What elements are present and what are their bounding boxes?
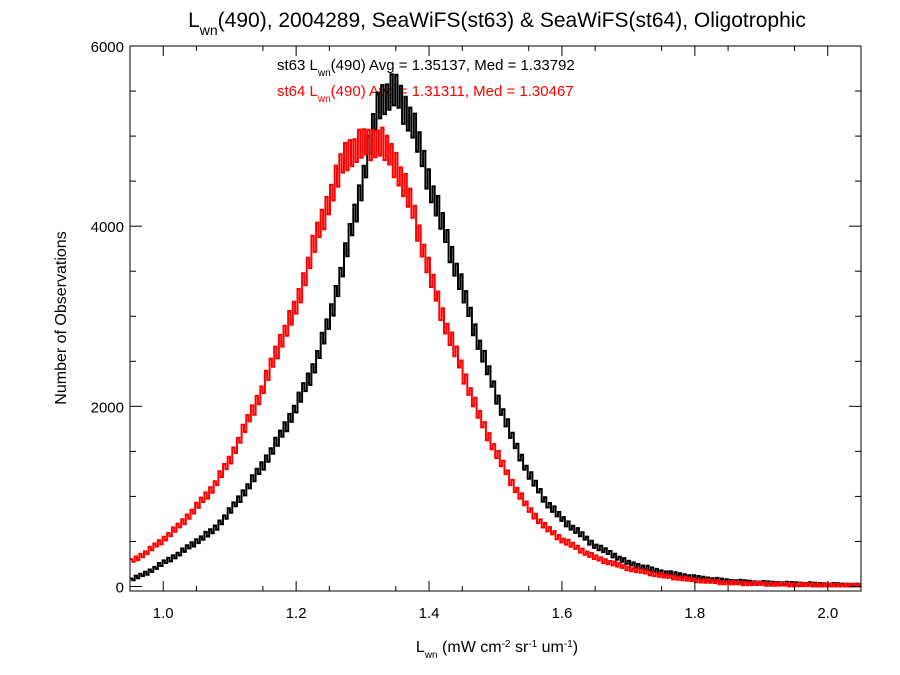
x-tick-label: 1.0 — [153, 605, 174, 622]
histogram-series-st64 — [130, 126, 862, 588]
series-layer — [130, 73, 862, 588]
x-tick-label: 1.6 — [552, 605, 573, 622]
plot-frame — [129, 45, 862, 592]
y-tick-label: 0 — [116, 579, 124, 596]
x-tick-label: 1.8 — [684, 605, 705, 622]
y-tick-label: 4000 — [91, 219, 124, 236]
y-axis-ticks: 0 2000 4000 6000 — [91, 39, 861, 596]
st64-stats-annotation: st64 Lwn(490) Avg = 1.31311, Med = 1.304… — [277, 83, 574, 105]
histogram-series-st63 — [130, 73, 862, 588]
chart-title: Lwn(490), 2004289, SeaWiFS(st63) & SeaWi… — [188, 9, 806, 38]
y-tick-label: 6000 — [91, 39, 124, 56]
x-tick-label: 1.2 — [286, 605, 307, 622]
x-axis-ticks: 1.0 1.2 1.4 1.6 1.8 2.0 — [153, 46, 838, 622]
x-axis-label: Lwn (mW cm-2 sr-1 um-1) — [416, 639, 578, 661]
x-tick-label: 2.0 — [817, 605, 838, 622]
x-tick-label: 1.4 — [419, 605, 440, 622]
y-axis-label: Number of Observations — [53, 231, 70, 404]
y-tick-label: 2000 — [91, 399, 124, 416]
st63-stats-annotation: st63 Lwn(490) Avg = 1.35137, Med = 1.337… — [277, 57, 575, 79]
